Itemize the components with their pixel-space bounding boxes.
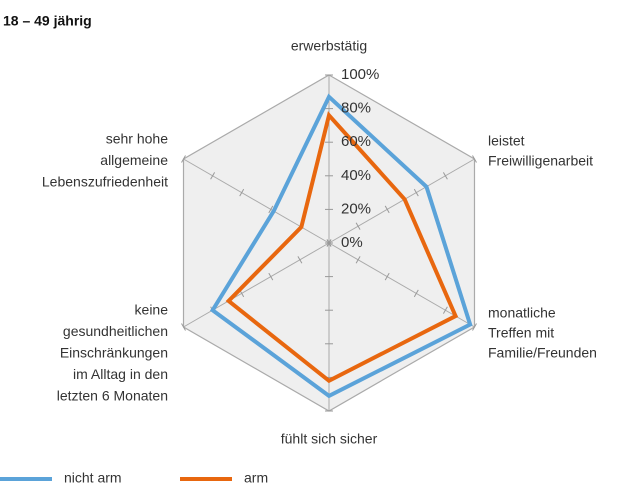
r-tick-label: 40% [341, 167, 371, 184]
tick-mark [326, 239, 332, 247]
category-label: erwerbstätig [291, 38, 367, 54]
tick-mark [413, 188, 419, 197]
category-label: fühlt sich sicher [281, 431, 378, 447]
legend-label: nicht arm [64, 470, 122, 486]
tick-mark [384, 205, 390, 214]
legend-label: arm [244, 470, 268, 486]
category-label: letzten 6 Monaten [57, 388, 168, 404]
tick-mark [413, 289, 419, 298]
tick-mark [210, 172, 216, 180]
r-tick-label: 60% [341, 133, 371, 150]
r-tick-label: 100% [341, 66, 379, 83]
tick-mark [355, 222, 361, 230]
r-tick-label: 0% [341, 234, 363, 251]
category-label: Freiwilligenarbeit [488, 153, 593, 169]
tick-mark [268, 205, 274, 214]
tick-mark [384, 272, 390, 281]
tick-mark [297, 256, 303, 264]
tick-mark [472, 155, 477, 163]
category-label: sehr hohe [106, 131, 168, 147]
chart-title: 18 – 49 jährig [3, 13, 92, 29]
category-label: allgemeine [100, 152, 168, 168]
series-line [209, 93, 473, 399]
tick-mark [355, 256, 361, 264]
tick-mark [442, 306, 448, 314]
series-line [225, 111, 459, 384]
tick-mark [181, 155, 186, 163]
tick-mark [472, 323, 477, 331]
category-label: Lebenszufriedenheit [42, 174, 168, 190]
category-label: im Alltag in den [73, 366, 168, 382]
spoke [328, 158, 475, 244]
category-label: leistet [488, 133, 525, 149]
spoke [183, 242, 330, 328]
r-tick-label: 20% [341, 200, 371, 217]
tick-mark [181, 323, 186, 331]
tick-mark [442, 172, 448, 180]
spoke [183, 158, 330, 244]
r-tick-label: 80% [341, 100, 371, 117]
category-label: Treffen mit [488, 325, 554, 341]
category-label: Familie/Freunden [488, 345, 597, 361]
tick-mark [239, 188, 245, 197]
spoke [328, 242, 475, 328]
category-label: monatliche [488, 305, 556, 321]
category-label: keine [135, 302, 169, 318]
category-label: Einschränkungen [60, 345, 168, 361]
category-label: gesundheitlichen [63, 323, 168, 339]
tick-mark [268, 272, 274, 281]
